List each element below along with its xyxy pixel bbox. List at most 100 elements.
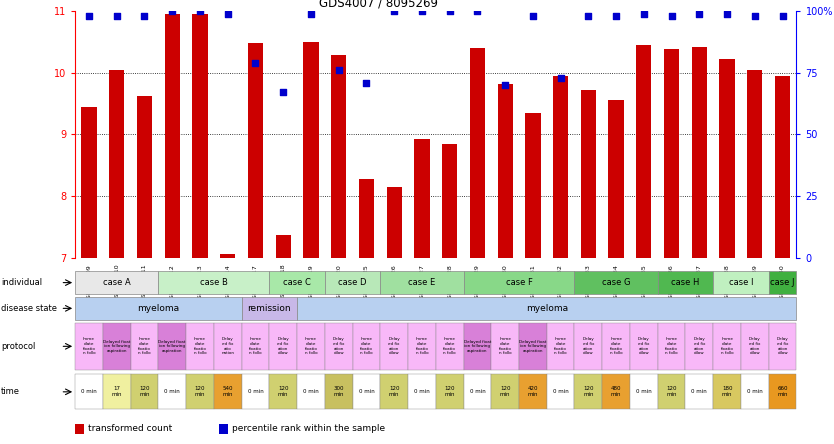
Text: Imme
diate
fixatio
n follo: Imme diate fixatio n follo	[304, 337, 318, 355]
Point	[277, 89, 290, 96]
Text: Delayed fixat
ion following
aspiration: Delayed fixat ion following aspiration	[520, 340, 546, 353]
Point	[665, 12, 678, 20]
Text: Delay
ed fix
ation
ollow: Delay ed fix ation ollow	[694, 337, 706, 355]
Point	[637, 10, 651, 17]
Bar	[214, 323, 242, 370]
Bar	[686, 323, 713, 370]
Bar	[164, 14, 180, 258]
Text: disease state: disease state	[1, 304, 57, 313]
Bar	[769, 374, 796, 409]
Text: Imme
diate
fixatio
n follo: Imme diate fixatio n follo	[249, 337, 262, 355]
Bar	[636, 45, 651, 258]
Point	[443, 8, 456, 15]
Bar	[131, 323, 158, 370]
Bar	[408, 323, 435, 370]
Bar	[741, 323, 769, 370]
Point	[610, 12, 623, 20]
Text: Delayed fixat
ion following
aspiration: Delayed fixat ion following aspiration	[464, 340, 491, 353]
Bar	[664, 49, 679, 258]
Text: 420
min: 420 min	[528, 386, 538, 397]
Point	[165, 8, 178, 15]
Text: Delay
ed fix
ation
ollow: Delay ed fix ation ollow	[582, 337, 595, 355]
Text: 660
min: 660 min	[777, 386, 788, 397]
Bar	[470, 48, 485, 258]
Bar	[297, 374, 324, 409]
Bar	[686, 374, 713, 409]
Text: 540
min: 540 min	[223, 386, 233, 397]
Bar	[75, 424, 83, 433]
Text: percentile rank within the sample: percentile rank within the sample	[233, 424, 385, 433]
Bar	[324, 271, 380, 294]
Bar	[575, 323, 602, 370]
Text: 0 min: 0 min	[81, 389, 97, 394]
Text: 0 min: 0 min	[248, 389, 264, 394]
Bar	[408, 374, 435, 409]
Bar	[75, 374, 103, 409]
Bar	[464, 374, 491, 409]
Text: 0 min: 0 min	[303, 389, 319, 394]
Text: Delay
ed fix
ation
ollow: Delay ed fix ation ollow	[638, 337, 650, 355]
Bar	[547, 374, 575, 409]
Text: case G: case G	[602, 278, 631, 287]
Bar	[242, 323, 269, 370]
Bar	[103, 323, 131, 370]
Text: 0 min: 0 min	[359, 389, 374, 394]
Bar	[81, 107, 97, 258]
Bar	[324, 374, 353, 409]
Bar	[769, 323, 796, 370]
Bar	[158, 323, 186, 370]
Text: 0 min: 0 min	[553, 389, 569, 394]
Text: Imme
diate
fixatio
n follo: Imme diate fixatio n follo	[443, 337, 456, 355]
Bar	[269, 374, 297, 409]
Bar	[580, 90, 596, 258]
Bar	[713, 271, 769, 294]
Point	[721, 10, 734, 17]
Bar	[380, 271, 464, 294]
Text: 480
min: 480 min	[610, 386, 621, 397]
Text: 0 min: 0 min	[747, 389, 763, 394]
Text: Imme
diate
fixatio
n follo: Imme diate fixatio n follo	[610, 337, 622, 355]
Point	[193, 8, 207, 15]
Point	[221, 10, 234, 17]
Bar	[442, 143, 457, 258]
Bar	[435, 323, 464, 370]
Bar	[275, 235, 291, 258]
Text: Delay
ed fix
ation
ollow: Delay ed fix ation ollow	[749, 337, 761, 355]
Text: 0 min: 0 min	[164, 389, 180, 394]
Bar	[491, 323, 519, 370]
Bar	[553, 76, 568, 258]
Bar	[269, 271, 324, 294]
Bar	[775, 76, 791, 258]
Point	[693, 10, 706, 17]
Text: 0 min: 0 min	[470, 389, 485, 394]
Bar	[630, 374, 658, 409]
Bar	[248, 43, 263, 258]
Text: 180
min: 180 min	[722, 386, 732, 397]
Bar	[297, 297, 796, 320]
Text: case J: case J	[771, 278, 795, 287]
Text: case H: case H	[671, 278, 700, 287]
Bar	[491, 374, 519, 409]
Text: Delay
ed fix
ation
ollow: Delay ed fix ation ollow	[776, 337, 788, 355]
Bar	[547, 323, 575, 370]
Text: 300
min: 300 min	[334, 386, 344, 397]
Text: case F: case F	[505, 278, 532, 287]
Point	[388, 8, 401, 15]
Bar	[297, 323, 324, 370]
Text: 120
min: 120 min	[666, 386, 677, 397]
Text: 0 min: 0 min	[691, 389, 707, 394]
Bar	[359, 178, 374, 258]
Text: Imme
diate
fixatio
n follo: Imme diate fixatio n follo	[83, 337, 95, 355]
Text: Delayed fixat
ion following
aspiration: Delayed fixat ion following aspiration	[158, 340, 186, 353]
Bar	[769, 271, 796, 294]
Text: Delay
ed fix
ation
ollow: Delay ed fix ation ollow	[389, 337, 400, 355]
Text: 120
min: 120 min	[389, 386, 399, 397]
Text: protocol: protocol	[1, 342, 35, 351]
Text: 0 min: 0 min	[414, 389, 430, 394]
Bar	[691, 47, 707, 258]
Point	[415, 8, 429, 15]
Bar	[193, 14, 208, 258]
Bar	[158, 374, 186, 409]
Bar	[75, 297, 242, 320]
Point	[554, 74, 567, 81]
